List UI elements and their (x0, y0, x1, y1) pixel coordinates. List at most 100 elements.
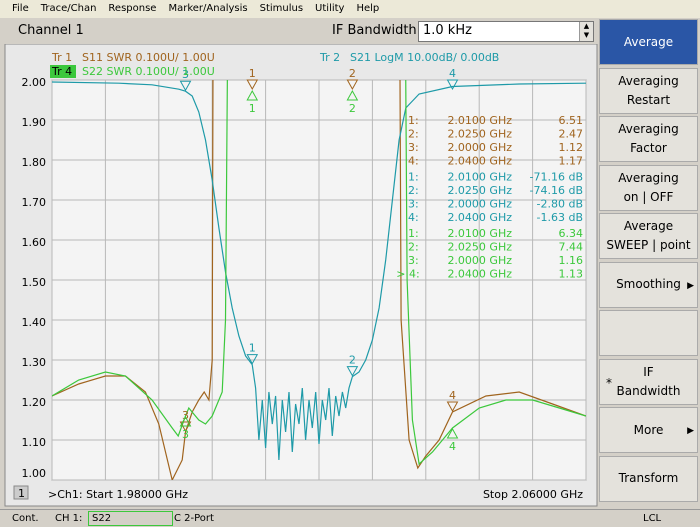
marker-triangle (446, 427, 459, 439)
marker-table-freq: 2.0400 GHz (447, 211, 512, 224)
y-tick-label: 1.20 (22, 396, 47, 409)
menu-item[interactable]: Stimulus (259, 3, 304, 14)
marker-table-freq: 2.0000 GHz (447, 198, 512, 211)
softkey[interactable]: Average (599, 19, 698, 65)
trace-number: Tr 2 (319, 51, 340, 64)
channel-title: Channel 1 (18, 23, 84, 38)
trace-label: S21 LogM 10.00dB/ 0.00dB (350, 51, 499, 64)
input-box[interactable]: 1.0 kHz ▲ ▼ (418, 21, 594, 42)
marker-label: 3 (182, 409, 189, 422)
softkey[interactable]: Smoothing ▶ (599, 261, 698, 308)
y-tick-label: 1.40 (22, 316, 47, 329)
softkey-label: Average (623, 34, 674, 49)
channel-number: 1 (18, 487, 25, 500)
y-tick-label: 1.30 (22, 356, 47, 369)
marker-triangle (246, 354, 259, 365)
marker-label: 4 (449, 440, 456, 453)
marker-table-value: 7.44 (559, 241, 584, 254)
marker-table-value: 1.12 (559, 141, 584, 154)
status-item: S22 (88, 511, 173, 526)
menu-item[interactable]: Utility (315, 3, 345, 14)
marker-triangle (179, 80, 192, 92)
softkey[interactable] (599, 310, 698, 356)
marker-table-label: 1: (408, 114, 419, 127)
status-item: CH 1: (55, 513, 83, 524)
submenu-arrow: ▶ (687, 426, 694, 436)
trace-number: Tr 4 (51, 65, 72, 78)
marker-triangle (346, 79, 359, 91)
marker-triangle (246, 79, 259, 91)
marker-table-value: 6.51 (559, 114, 584, 127)
y-tick-label: 1.80 (22, 156, 47, 169)
marker-table-label: 2: (408, 241, 419, 254)
marker-label: 4 (449, 389, 456, 402)
y-tick-label: 1.50 (22, 276, 47, 289)
stop-label: Stop 2.06000 GHz (483, 488, 583, 501)
trace-label: S22 SWR 0.100U/ 1.00U (82, 65, 215, 78)
status-item: LCL (643, 513, 662, 524)
marker-table-label: > 4: (396, 268, 419, 281)
chart: 2.00 1.90 1.80 1.70 1.60 1.50 1.40 1.30 1.20 1.10… (4, 44, 598, 507)
trace-label: S11 SWR 0.100U/ 1.00U (82, 51, 215, 64)
menu-item[interactable]: Help (356, 3, 380, 14)
marker-table-freq: 2.0400 GHz (447, 155, 512, 168)
marker-table-label: 4: (408, 155, 419, 168)
trace-line (52, 80, 586, 466)
softkey-label: IF (643, 364, 654, 379)
softkey[interactable]: Average SWEEP | point (599, 213, 698, 259)
marker-table-freq: 2.0000 GHz (447, 141, 512, 154)
softkey[interactable]: Transform (599, 455, 698, 502)
marker-table-freq: 2.0100 GHz (447, 227, 512, 240)
softkey[interactable]: Averaging Restart (599, 67, 698, 114)
y-tick-label: 1.70 (22, 196, 47, 209)
marker-label: 1 (249, 342, 256, 355)
marker-label: 2 (349, 102, 356, 115)
menu-item[interactable]: Marker/Analysis (168, 3, 248, 14)
traces (52, 80, 586, 480)
softkey[interactable]: Averaging on | OFF (599, 164, 698, 211)
softkey-label: Average (623, 219, 674, 233)
trace-number: Tr 1 (51, 51, 72, 64)
marker-triangle (179, 415, 192, 427)
marker-label: 1 (249, 67, 256, 80)
menu-item[interactable]: Trace/Chan (40, 3, 97, 14)
marker-table-value: -1.63 dB (537, 211, 584, 224)
menu-item[interactable]: Response (108, 3, 157, 14)
marker-table-label: 3: (408, 141, 419, 154)
softkey[interactable]: More ▶ (599, 407, 698, 453)
marker-table-value: -74.16 dB (530, 184, 584, 197)
softkey-label: Restart (626, 92, 671, 107)
marker-table-label: 3: (408, 254, 419, 267)
marker-table-value: 6.34 (559, 227, 584, 240)
field-label: IF Bandwidth (332, 23, 417, 38)
marker-table-value: 2.47 (559, 128, 584, 141)
softkey[interactable]: Averaging Factor (599, 116, 698, 162)
softkey-label: More (633, 422, 664, 437)
softkey[interactable]: * IF Bandwidth (599, 358, 698, 405)
marker-triangle (446, 79, 459, 91)
marker-table-label: 1: (408, 227, 419, 240)
marker-triangle (346, 89, 359, 101)
softkey-label: SWEEP | point (606, 238, 691, 252)
softkey-label: Averaging (618, 170, 679, 185)
marker-table-value: 1.17 (559, 155, 584, 168)
marker-table-label: 2: (408, 184, 419, 197)
marker-table-label: 4: (408, 211, 419, 224)
softkey-label: Transform (618, 471, 679, 485)
y-tick-label: 2.00 (22, 76, 47, 89)
marker-table-freq: 2.0250 GHz (447, 128, 512, 141)
menu-item[interactable]: File (12, 3, 29, 14)
y-tick-label: 1.10 (22, 436, 47, 449)
spinner[interactable]: ▲ ▼ (579, 22, 593, 41)
softkey-label: Averaging (618, 73, 679, 88)
marker-table-freq: 2.0250 GHz (447, 184, 512, 197)
status-item: Cont. (12, 513, 39, 524)
menu-bar: File Trace/Chan Response Marker/Analysis Sti… (0, 0, 700, 18)
marker-table-value: 1.16 (559, 254, 584, 267)
softkey-label: Smoothing (616, 277, 681, 291)
marker-table-label: 3: (408, 198, 419, 211)
marker-label: 2 (349, 354, 356, 367)
softkey-label: Averaging (618, 122, 679, 136)
toolbar: Channel 1 IF Bandwidth 1.0 kHz ▲ ▼ (0, 18, 598, 44)
marker-label: 3 (182, 68, 189, 81)
